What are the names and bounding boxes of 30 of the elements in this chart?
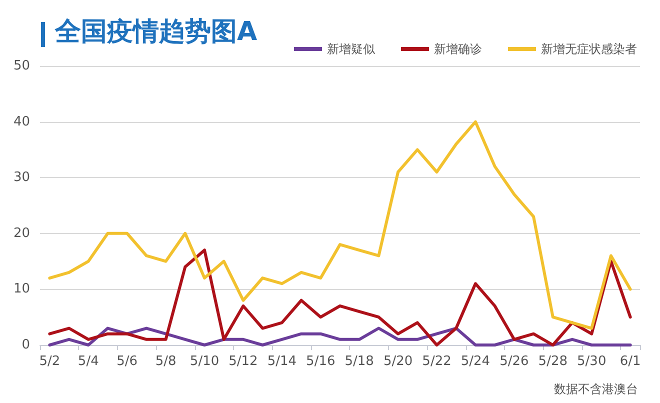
text: 数据不含港澳台 bbox=[554, 382, 638, 396]
x-tick-label: 5/2 bbox=[39, 354, 60, 369]
line-series bbox=[48, 326, 632, 346]
x-tick-label: 5/6 bbox=[116, 354, 138, 369]
x-tick-label: 5/22 bbox=[422, 354, 452, 369]
y-tick-label: 30 bbox=[13, 170, 30, 186]
chart-title: 全国疫情趋势图A bbox=[54, 17, 258, 47]
y-tick-label: 10 bbox=[13, 282, 30, 297]
x-tick-label: 5/14 bbox=[267, 354, 297, 369]
x-tick-label: 5/18 bbox=[344, 354, 374, 369]
x-tick-label: 5/16 bbox=[306, 354, 336, 369]
y-tick-label: 40 bbox=[13, 114, 30, 130]
legend-label: 新增确诊 bbox=[434, 42, 482, 56]
x-tick-label: 6/1 bbox=[620, 354, 641, 369]
x-tick-label: 5/10 bbox=[190, 354, 220, 369]
legend-label: 新增疑似 bbox=[327, 42, 375, 56]
legend-label: 新增无症状感染者 bbox=[541, 42, 637, 56]
y-tick-label: 20 bbox=[13, 226, 30, 241]
x-tick-label: 5/30 bbox=[577, 354, 606, 369]
x-tick-label: 5/8 bbox=[155, 354, 176, 369]
line-series bbox=[48, 248, 632, 346]
x-tick-label: 5/24 bbox=[460, 354, 490, 369]
x-tick-label: 5/20 bbox=[383, 354, 413, 369]
x-tick-label: 5/26 bbox=[500, 354, 529, 369]
x-tick-label: 5/28 bbox=[538, 354, 568, 369]
y-tick-label: 50 bbox=[13, 58, 30, 74]
x-tick-label: 5/12 bbox=[228, 354, 258, 369]
line-series bbox=[48, 120, 632, 330]
y-tick-label: 0 bbox=[22, 338, 30, 352]
x-tick-label: 5/4 bbox=[78, 354, 99, 369]
